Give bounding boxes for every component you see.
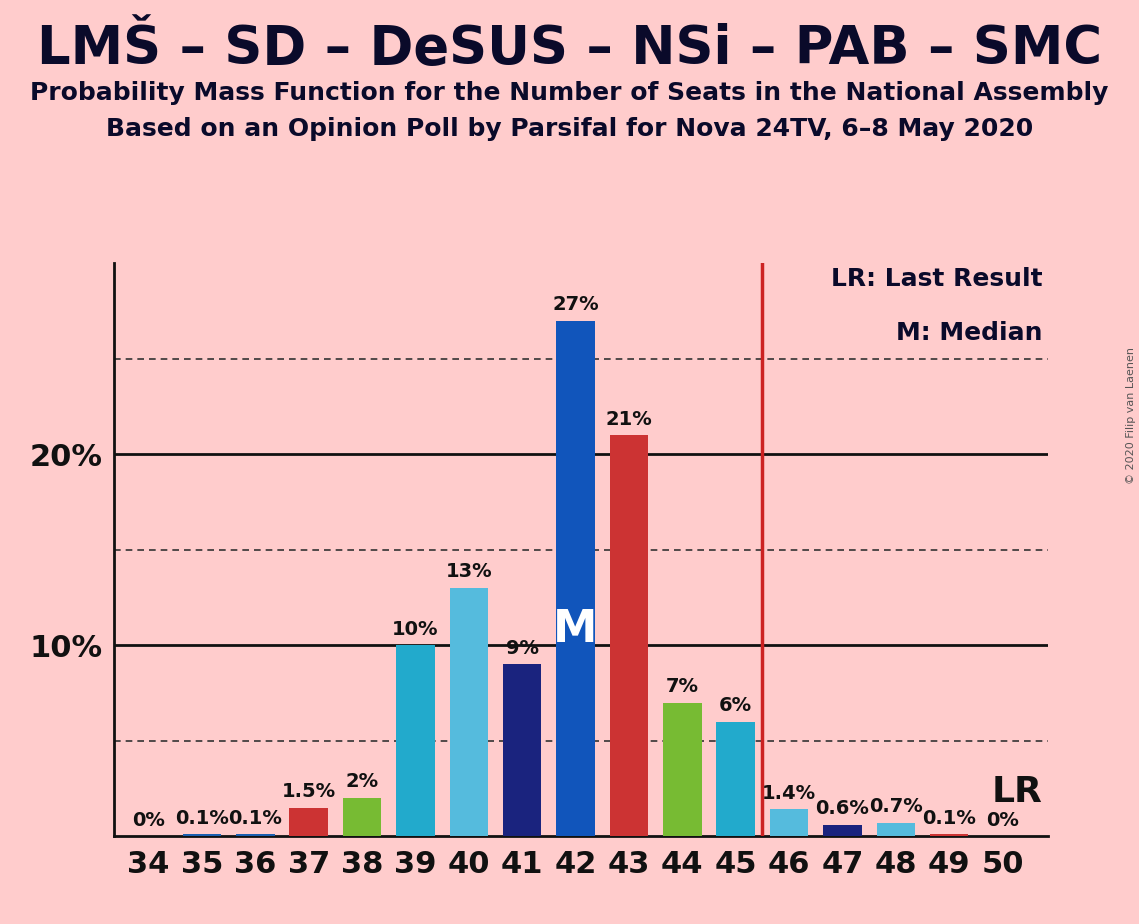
Text: Based on an Opinion Poll by Parsifal for Nova 24TV, 6–8 May 2020: Based on an Opinion Poll by Parsifal for… bbox=[106, 117, 1033, 141]
Text: 2%: 2% bbox=[345, 772, 378, 791]
Bar bbox=[450, 588, 487, 836]
Text: 0%: 0% bbox=[132, 810, 165, 830]
Bar bbox=[929, 834, 968, 836]
Text: M: Median: M: Median bbox=[896, 321, 1042, 345]
Bar bbox=[556, 321, 595, 836]
Bar bbox=[182, 834, 221, 836]
Text: 9%: 9% bbox=[506, 638, 539, 658]
Text: LR: Last Result: LR: Last Result bbox=[831, 267, 1042, 291]
Text: Probability Mass Function for the Number of Seats in the National Assembly: Probability Mass Function for the Number… bbox=[31, 81, 1108, 105]
Text: 7%: 7% bbox=[666, 677, 699, 696]
Bar bbox=[396, 645, 435, 836]
Text: 0.1%: 0.1% bbox=[923, 808, 976, 828]
Bar bbox=[716, 722, 755, 836]
Text: 10%: 10% bbox=[392, 620, 439, 638]
Text: 0.7%: 0.7% bbox=[869, 797, 923, 816]
Bar bbox=[770, 809, 809, 836]
Text: 1.4%: 1.4% bbox=[762, 784, 817, 803]
Bar bbox=[877, 823, 915, 836]
Text: 6%: 6% bbox=[719, 696, 752, 715]
Bar bbox=[289, 808, 328, 836]
Text: 0.1%: 0.1% bbox=[175, 808, 229, 828]
Bar bbox=[663, 702, 702, 836]
Bar bbox=[823, 825, 861, 836]
Text: 1.5%: 1.5% bbox=[281, 782, 336, 801]
Bar bbox=[236, 834, 274, 836]
Text: 0.1%: 0.1% bbox=[229, 808, 282, 828]
Text: 27%: 27% bbox=[552, 295, 599, 314]
Text: © 2020 Filip van Laenen: © 2020 Filip van Laenen bbox=[1126, 347, 1136, 484]
Bar bbox=[503, 664, 541, 836]
Text: LMŠ – SD – DeSUS – NSi – PAB – SMC: LMŠ – SD – DeSUS – NSi – PAB – SMC bbox=[36, 23, 1103, 75]
Text: M: M bbox=[554, 609, 598, 651]
Bar bbox=[609, 435, 648, 836]
Text: 13%: 13% bbox=[445, 563, 492, 581]
Text: LR: LR bbox=[992, 775, 1042, 809]
Bar bbox=[343, 798, 382, 836]
Text: 0.6%: 0.6% bbox=[816, 799, 869, 818]
Text: 21%: 21% bbox=[606, 409, 653, 429]
Text: 0%: 0% bbox=[986, 810, 1019, 830]
